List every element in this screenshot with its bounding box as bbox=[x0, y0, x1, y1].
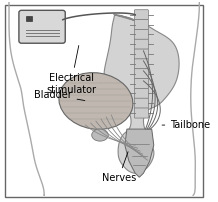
Text: Electrical
stimulator: Electrical stimulator bbox=[46, 45, 96, 95]
FancyBboxPatch shape bbox=[134, 98, 148, 108]
FancyBboxPatch shape bbox=[134, 20, 148, 29]
FancyBboxPatch shape bbox=[134, 69, 148, 79]
FancyBboxPatch shape bbox=[19, 10, 65, 43]
FancyBboxPatch shape bbox=[134, 108, 148, 118]
Text: Nerves: Nerves bbox=[102, 152, 136, 183]
Ellipse shape bbox=[92, 129, 108, 141]
FancyBboxPatch shape bbox=[134, 10, 148, 20]
FancyBboxPatch shape bbox=[134, 88, 148, 98]
Bar bbox=[26, 16, 32, 21]
Text: Tailbone: Tailbone bbox=[162, 120, 210, 130]
FancyBboxPatch shape bbox=[134, 59, 148, 69]
Text: Bladder: Bladder bbox=[34, 90, 85, 101]
FancyBboxPatch shape bbox=[134, 79, 148, 88]
Polygon shape bbox=[104, 14, 179, 173]
FancyBboxPatch shape bbox=[134, 29, 148, 39]
FancyBboxPatch shape bbox=[134, 39, 148, 49]
Ellipse shape bbox=[59, 73, 133, 129]
Polygon shape bbox=[125, 129, 154, 177]
FancyBboxPatch shape bbox=[134, 49, 148, 59]
